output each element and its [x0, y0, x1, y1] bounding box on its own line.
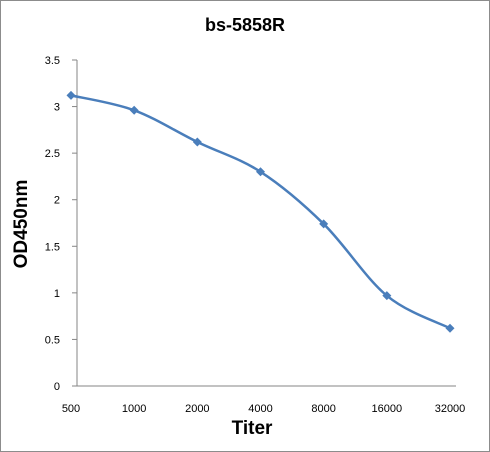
x-tick-label: 2000 — [185, 403, 209, 415]
x-tick-label: 4000 — [248, 403, 272, 415]
y-tick-label: 2 — [54, 195, 60, 207]
data-point-marker — [192, 137, 202, 147]
y-axis-ticks: 0 0.5 1 1.5 2 2.5 3 3.5 — [45, 55, 77, 393]
data-point-marker — [129, 105, 139, 115]
series-line — [70, 94, 451, 330]
y-tick-label: 3.5 — [45, 55, 60, 67]
data-point-marker — [382, 291, 392, 301]
x-axis-title: Titer — [232, 418, 273, 439]
y-tick-label: 0 — [54, 381, 60, 393]
y-axis-title: OD450nm — [11, 180, 32, 269]
data-point-marker — [445, 323, 455, 333]
x-tick-label: 32000 — [435, 403, 466, 415]
y-tick-label: 1 — [54, 288, 60, 300]
y-tick-label: 3 — [54, 102, 60, 114]
x-tick-label: 1000 — [122, 403, 146, 415]
x-tick-label: 8000 — [311, 403, 335, 415]
x-tick-label: 16000 — [372, 403, 403, 415]
data-point-marker — [256, 167, 265, 177]
y-tick-label: 2.5 — [45, 148, 60, 160]
series-group — [66, 90, 455, 333]
chart-title: bs-5858R — [205, 15, 285, 35]
x-tick-label: 500 — [62, 403, 80, 415]
y-tick-label: 0.5 — [45, 334, 60, 346]
data-point-marker — [66, 90, 76, 100]
x-axis-ticks: 500 1000 2000 4000 8000 16000 32000 — [62, 403, 465, 415]
y-tick-label: 1.5 — [45, 241, 60, 253]
data-point-marker — [319, 219, 329, 229]
